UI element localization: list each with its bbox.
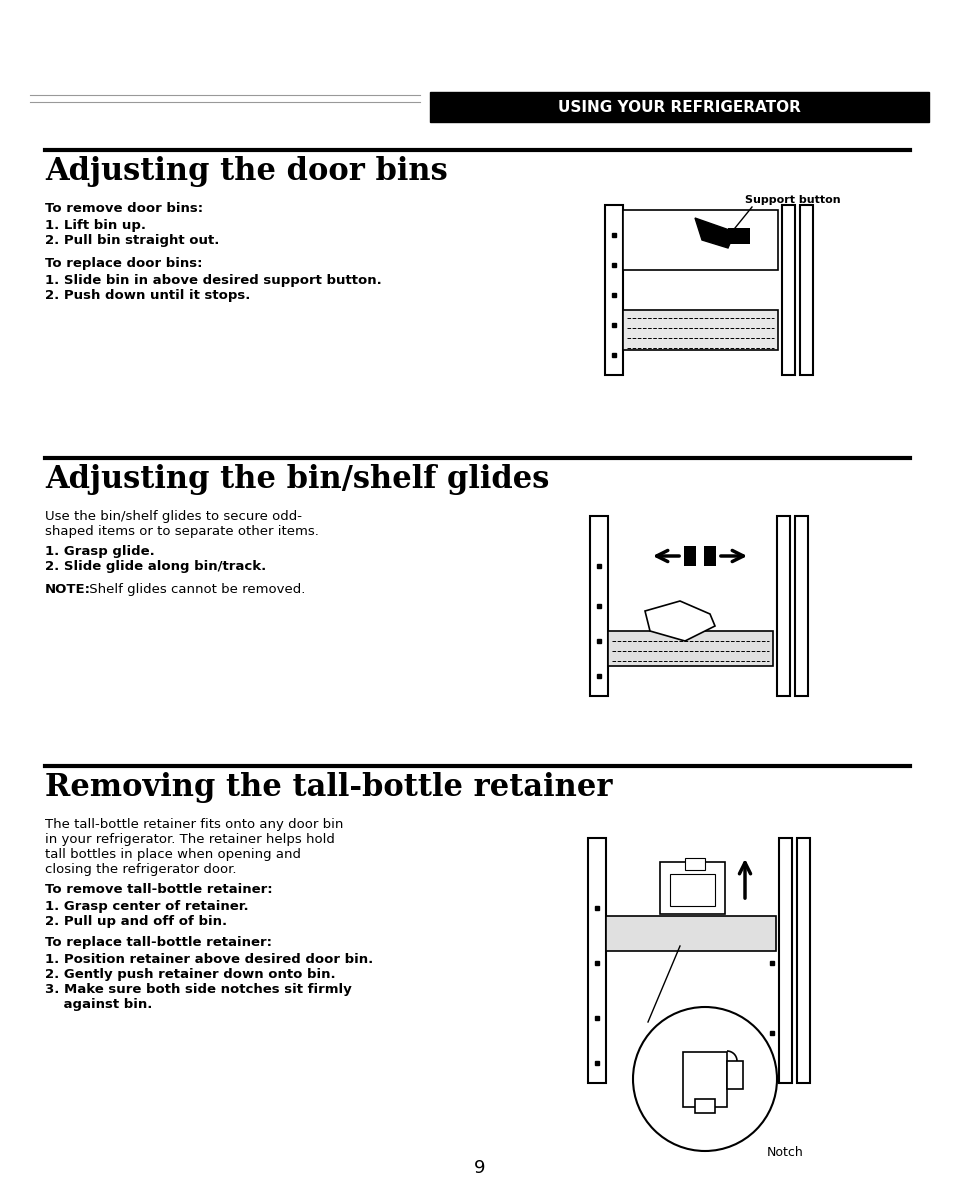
- Text: NOTE:: NOTE:: [45, 583, 91, 596]
- Text: To remove door bins:: To remove door bins:: [45, 201, 203, 215]
- Text: Notch: Notch: [766, 1146, 803, 1159]
- Bar: [605, 916, 775, 951]
- Polygon shape: [695, 218, 734, 248]
- Bar: [622, 210, 778, 270]
- Text: 2. Pull bin straight out.: 2. Pull bin straight out.: [45, 234, 219, 247]
- Bar: [703, 546, 716, 566]
- Bar: [622, 311, 778, 350]
- Text: 1. Slide bin in above desired support button.: 1. Slide bin in above desired support bu…: [45, 275, 381, 287]
- Text: 2. Slide glide along bin/track.: 2. Slide glide along bin/track.: [45, 560, 266, 573]
- Text: Adjusting the bin/shelf glides: Adjusting the bin/shelf glides: [45, 464, 549, 495]
- Text: in your refrigerator. The retainer helps hold: in your refrigerator. The retainer helps…: [45, 833, 335, 846]
- Bar: [796, 838, 809, 1083]
- Text: shaped items or to separate other items.: shaped items or to separate other items.: [45, 525, 318, 538]
- Text: The tall-bottle retainer fits onto any door bin: The tall-bottle retainer fits onto any d…: [45, 818, 343, 831]
- Bar: [607, 631, 772, 665]
- Bar: [794, 516, 807, 695]
- Bar: [695, 1099, 714, 1113]
- Bar: [684, 858, 704, 870]
- Text: To replace tall-bottle retainer:: To replace tall-bottle retainer:: [45, 936, 272, 948]
- Polygon shape: [644, 601, 714, 641]
- Text: 1. Position retainer above desired door bin.: 1. Position retainer above desired door …: [45, 953, 373, 966]
- Bar: [800, 205, 812, 375]
- Bar: [659, 862, 724, 914]
- FancyBboxPatch shape: [430, 92, 928, 122]
- Text: 2. Push down until it stops.: 2. Push down until it stops.: [45, 289, 250, 302]
- Text: To remove tall-bottle retainer:: To remove tall-bottle retainer:: [45, 882, 273, 896]
- Bar: [776, 516, 789, 695]
- Text: Support button: Support button: [744, 195, 840, 205]
- Text: 1. Grasp glide.: 1. Grasp glide.: [45, 546, 154, 558]
- Text: USING YOUR REFRIGERATOR: USING YOUR REFRIGERATOR: [558, 100, 801, 114]
- Circle shape: [633, 1007, 776, 1151]
- Text: To replace door bins:: To replace door bins:: [45, 257, 202, 270]
- Bar: [604, 205, 622, 375]
- Text: 2. Gently push retainer down onto bin.: 2. Gently push retainer down onto bin.: [45, 968, 335, 981]
- Text: Shelf glides cannot be removed.: Shelf glides cannot be removed.: [85, 583, 305, 596]
- Bar: [669, 874, 714, 906]
- Bar: [587, 838, 605, 1083]
- Text: tall bottles in place when opening and: tall bottles in place when opening and: [45, 848, 301, 861]
- Text: 2. Pull up and off of bin.: 2. Pull up and off of bin.: [45, 915, 227, 928]
- Bar: [781, 205, 794, 375]
- Text: 9: 9: [474, 1159, 485, 1177]
- Bar: [682, 1052, 726, 1107]
- Text: Removing the tall-bottle retainer: Removing the tall-bottle retainer: [45, 772, 612, 803]
- Text: Adjusting the door bins: Adjusting the door bins: [45, 156, 447, 187]
- Bar: [726, 1061, 742, 1089]
- Bar: [683, 546, 696, 566]
- Bar: [779, 838, 791, 1083]
- Text: 1. Lift bin up.: 1. Lift bin up.: [45, 219, 146, 231]
- Text: 3. Make sure both side notches sit firmly: 3. Make sure both side notches sit firml…: [45, 983, 352, 996]
- Text: closing the refrigerator door.: closing the refrigerator door.: [45, 863, 236, 876]
- Bar: [727, 228, 749, 245]
- Text: 1. Grasp center of retainer.: 1. Grasp center of retainer.: [45, 900, 249, 912]
- Text: Use the bin/shelf glides to secure odd-: Use the bin/shelf glides to secure odd-: [45, 510, 302, 523]
- Bar: [589, 516, 607, 695]
- Text: against bin.: against bin.: [45, 998, 152, 1011]
